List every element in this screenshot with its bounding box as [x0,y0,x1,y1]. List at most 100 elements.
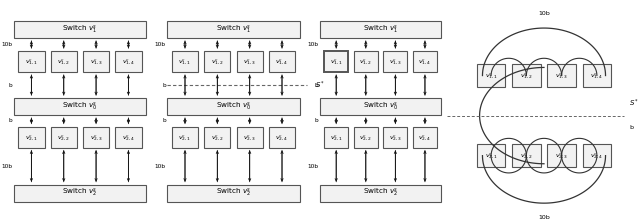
Text: $v_{2,1}^c$: $v_{2,1}^c$ [330,132,343,141]
Bar [115,126,141,148]
Bar [320,21,441,38]
Text: Switch $v_0^s$: Switch $v_0^s$ [216,101,252,113]
Text: $v_{1,4}^c$: $v_{1,4}^c$ [590,71,604,80]
Bar [383,126,408,148]
Text: $S^*$: $S^*$ [629,98,639,109]
Text: $v_{1,3}^c$: $v_{1,3}^c$ [90,57,102,66]
Text: 10b: 10b [1,42,12,47]
Bar [83,51,109,72]
Bar [547,144,576,167]
Text: $v_{1,4}^c$: $v_{1,4}^c$ [275,57,289,66]
Bar [13,185,146,202]
Text: b: b [8,118,12,123]
Bar [19,126,45,148]
Text: Switch $v_1^s$: Switch $v_1^s$ [62,24,97,35]
Text: $v_{2,1}^c$: $v_{2,1}^c$ [25,132,38,141]
Text: $v_{2,2}^c$: $v_{2,2}^c$ [211,132,224,141]
Bar [269,126,295,148]
Text: b: b [629,125,634,130]
Text: 10b: 10b [308,42,319,47]
Text: Switch $v_2^s$: Switch $v_2^s$ [363,187,398,199]
Bar [204,126,230,148]
Text: $S^*$: $S^*$ [315,79,325,91]
Text: (b): (b) [225,219,239,220]
Text: b: b [162,118,166,123]
Text: (c): (c) [372,219,386,220]
Text: $v_{2,2}^c$: $v_{2,2}^c$ [359,132,372,141]
Bar [237,126,263,148]
Text: 10b: 10b [1,163,12,169]
Text: $v_{1,1}^c$: $v_{1,1}^c$ [484,71,498,80]
Text: $v_{1,1}^c$: $v_{1,1}^c$ [330,57,343,66]
Bar [512,64,541,87]
Text: 10b: 10b [308,163,319,169]
Bar [320,98,441,115]
Bar [383,51,408,72]
Bar [167,98,300,115]
Bar [477,144,506,167]
Bar [354,126,378,148]
Text: $v_{1,3}^c$: $v_{1,3}^c$ [555,71,568,80]
Text: $v_{1,3}^c$: $v_{1,3}^c$ [389,57,402,66]
Text: $v_{2,3}^c$: $v_{2,3}^c$ [555,151,568,160]
Text: $v_{2,1}^c$: $v_{2,1}^c$ [484,151,498,160]
Bar [51,126,77,148]
Text: $v_{2,2}^c$: $v_{2,2}^c$ [57,132,70,141]
Bar [413,126,437,148]
Bar [320,185,441,202]
Text: $v_{1,4}^c$: $v_{1,4}^c$ [419,57,431,66]
Bar [13,98,146,115]
Bar [115,51,141,72]
Text: $v_{1,4}^c$: $v_{1,4}^c$ [122,57,135,66]
Text: Switch $v_2^s$: Switch $v_2^s$ [62,187,97,199]
Text: Switch $v_0^s$: Switch $v_0^s$ [363,101,398,113]
Text: b: b [315,82,319,88]
Bar [19,51,45,72]
Bar [547,64,576,87]
Bar [51,51,77,72]
Text: Switch $v_1^s$: Switch $v_1^s$ [363,24,398,35]
Bar [167,21,300,38]
Text: Switch $v_0^s$: Switch $v_0^s$ [62,101,98,113]
Text: $v_{2,3}^c$: $v_{2,3}^c$ [90,132,102,141]
Bar [512,144,541,167]
Bar [172,51,198,72]
Text: b: b [162,82,166,88]
Text: $v_{1,2}^c$: $v_{1,2}^c$ [57,57,70,66]
Text: 10b: 10b [538,11,550,16]
Text: $v_{1,1}^c$: $v_{1,1}^c$ [25,57,38,66]
Bar [204,51,230,72]
Text: $v_{2,4}^c$: $v_{2,4}^c$ [122,132,135,141]
Bar [269,51,295,72]
Bar [324,51,348,72]
Bar [167,185,300,202]
Text: $v_{1,1}^c$: $v_{1,1}^c$ [179,57,191,66]
Text: (a): (a) [72,219,85,220]
Text: $v_{2,4}^c$: $v_{2,4}^c$ [275,132,289,141]
Text: $v_{1,2}^c$: $v_{1,2}^c$ [520,71,533,80]
Bar [324,126,348,148]
Bar [172,126,198,148]
Text: b: b [8,82,12,88]
Text: $v_{2,4}^c$: $v_{2,4}^c$ [419,132,431,141]
Text: $v_{1,2}^c$: $v_{1,2}^c$ [359,57,372,66]
Bar [413,51,437,72]
Text: Switch $v_1^s$: Switch $v_1^s$ [216,24,251,35]
Bar [582,64,611,87]
Text: $v_{2,4}^c$: $v_{2,4}^c$ [590,151,604,160]
Bar [83,126,109,148]
Text: 10b: 10b [155,163,166,169]
Text: $v_{2,2}^c$: $v_{2,2}^c$ [520,151,533,160]
Bar [13,21,146,38]
Text: b: b [315,118,319,123]
Text: $v_{2,1}^c$: $v_{2,1}^c$ [179,132,191,141]
Bar [237,51,263,72]
Bar [477,64,506,87]
Text: (d): (d) [537,219,551,220]
Text: $v_{2,3}^c$: $v_{2,3}^c$ [243,132,256,141]
Text: 10b: 10b [538,215,550,220]
Text: Switch $v_2^s$: Switch $v_2^s$ [216,187,251,199]
Text: $v_{1,2}^c$: $v_{1,2}^c$ [211,57,224,66]
Text: $v_{1,3}^c$: $v_{1,3}^c$ [243,57,256,66]
Text: 10b: 10b [155,42,166,47]
